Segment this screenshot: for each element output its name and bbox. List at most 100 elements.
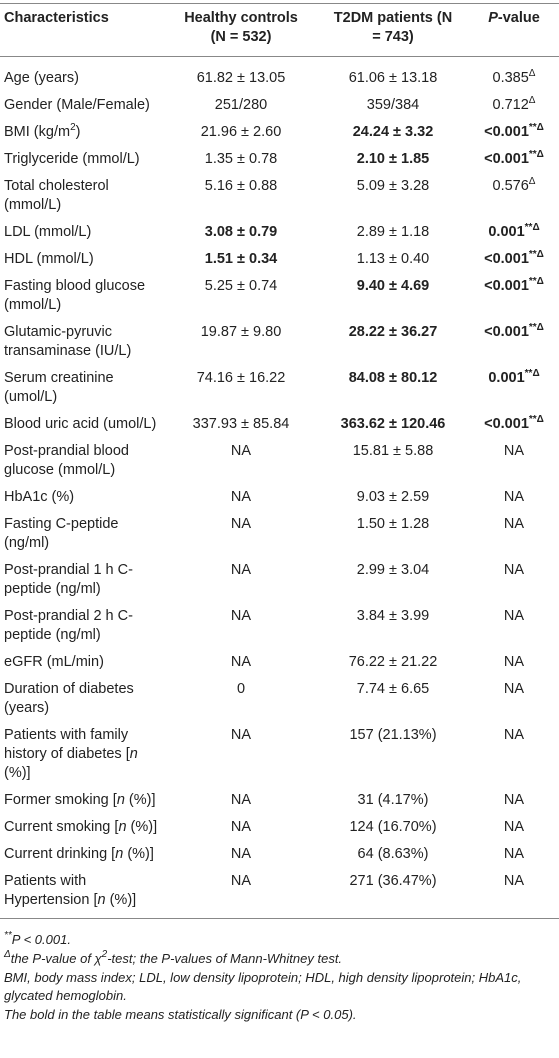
- cell: 31 (4.17%): [357, 792, 429, 808]
- cell: 64 (8.63%): [357, 846, 429, 862]
- text-run: BMI, body mass index; LDL, low density l…: [4, 970, 522, 1003]
- table-row: eGFR (mL/min) NA 76.22 ± 21.22 NA: [0, 649, 559, 676]
- header-cell: Characteristics: [0, 3, 165, 57]
- superscript: **Δ: [524, 222, 540, 233]
- text-run: <0.001: [484, 416, 529, 432]
- cell: 5.25 ± 0.74: [204, 278, 278, 294]
- text-run: (%)]: [105, 892, 137, 908]
- text-run: <0.001: [484, 324, 529, 340]
- cell: NA: [503, 846, 525, 862]
- table-row: Age (years) 61.82 ± 13.05 61.06 ± 13.18 0.3…: [0, 57, 559, 93]
- superscript: Δ: [528, 68, 536, 79]
- text-run: the P-value of χ: [10, 951, 102, 966]
- text-run: The bold in the table means statisticall…: [4, 1007, 357, 1022]
- text-run: 9.40 ± 4.69: [356, 278, 430, 294]
- text-run: 3.08 ± 0.79: [204, 224, 278, 240]
- cell: NA: [503, 792, 525, 808]
- row-label: Fasting blood glucose (mmol/L): [4, 278, 146, 313]
- text-run: BMI (kg/m: [4, 124, 71, 140]
- superscript: Δ: [4, 949, 11, 960]
- cell: 1.35 ± 0.78: [204, 151, 278, 167]
- cell: NA: [230, 608, 252, 624]
- table-row: Current smoking [n (%)] NA 124 (16.70%) NA: [0, 814, 559, 841]
- text-run: <0.001: [484, 151, 529, 167]
- cell: NA: [503, 516, 525, 532]
- header-text: T2DM patients (N = 743): [333, 10, 453, 45]
- table-row: Current drinking [n (%)] NA 64 (8.63%) NA: [0, 841, 559, 868]
- cell: 0: [236, 681, 246, 697]
- text-run: 1.51 ± 0.34: [204, 251, 278, 267]
- cell: NA: [230, 792, 252, 808]
- superscript: **Δ: [528, 122, 544, 133]
- row-label: Gender (Male/Female): [4, 97, 150, 113]
- superscript: Δ: [528, 95, 536, 106]
- table-row: HbA1c (%) NA 9.03 ± 2.59 NA: [0, 484, 559, 511]
- cell: <0.001**Δ: [469, 273, 559, 319]
- row-label: Duration of diabetes (years): [4, 681, 134, 716]
- text-run: (%)]: [123, 846, 154, 862]
- cell: NA: [230, 819, 252, 835]
- table-row: HDL (mmol/L) 1.51 ± 0.34 1.13 ± 0.40 <0.001…: [0, 246, 559, 273]
- text-run: Patients with family history of diabetes…: [4, 727, 130, 762]
- text-run: Current smoking [: [4, 819, 119, 835]
- cell: 0.712Δ: [469, 92, 559, 119]
- table-row: Patients with family history of diabetes…: [0, 722, 559, 787]
- cell: NA: [230, 443, 252, 459]
- table-row: Former smoking [n (%)] NA 31 (4.17%) NA: [0, 787, 559, 814]
- cell: NA: [503, 727, 525, 743]
- superscript: 2: [101, 949, 108, 960]
- cell: NA: [503, 681, 525, 697]
- page: Characteristics Healthy controls (N = 532…: [0, 3, 559, 1058]
- row-label: Serum creatinine (umol/L): [4, 370, 114, 405]
- text-run: 0.001: [488, 370, 525, 386]
- cell: 251/280: [214, 97, 268, 113]
- text-run: 0.385: [492, 70, 529, 86]
- row-label: Blood uric acid (umol/L): [4, 416, 157, 432]
- data-table: Characteristics Healthy controls (N = 532…: [0, 3, 559, 919]
- row-label: Triglyceride (mmol/L): [4, 151, 140, 167]
- table-row: Patients with Hypertension [n (%)] NA 271 …: [0, 868, 559, 919]
- footnotes: **P < 0.001. Δthe P-value of χ2-test; the…: [0, 931, 559, 1024]
- cell: 271 (36.47%): [317, 868, 469, 919]
- cell: NA: [230, 489, 252, 505]
- table-row: Post-prandial 1 h C-peptide (ng/ml) NA 2.9…: [0, 557, 559, 603]
- text-run: 84.08 ± 80.12: [348, 370, 438, 386]
- italic-run: n: [118, 819, 127, 835]
- cell: 3.84 ± 3.99: [356, 608, 430, 624]
- italic-run: n: [115, 846, 124, 862]
- table-row: Blood uric acid (umol/L) 337.93 ± 85.84 36…: [0, 411, 559, 438]
- cell: 5.16 ± 0.88: [204, 178, 278, 194]
- table-row: Post-prandial blood glucose (mmol/L) NA 15…: [0, 438, 559, 484]
- cell: 0.385Δ: [469, 57, 559, 93]
- cell: <0.001**Δ: [469, 319, 559, 365]
- text-run: Current drinking [: [4, 846, 116, 862]
- cell: 76.22 ± 21.22: [348, 654, 438, 670]
- row-label: Patients with family history of diabetes…: [0, 722, 165, 787]
- cell: NA: [230, 654, 252, 670]
- cell: 1.51 ± 0.34: [165, 246, 317, 273]
- cell: 61.82 ± 13.05: [196, 70, 286, 86]
- cell: 19.87 ± 9.80: [200, 324, 282, 340]
- cell: 124 (16.70%): [349, 819, 437, 835]
- text-run: -value: [497, 10, 540, 26]
- table-row: Total cholesterol (mmol/L) 5.16 ± 0.88 5.0…: [0, 173, 559, 219]
- row-label: Fasting C-peptide (ng/ml): [4, 516, 119, 551]
- superscript: **Δ: [528, 414, 544, 425]
- cell: 337.93 ± 85.84: [192, 416, 290, 432]
- text-run: Patients with Hypertension [: [4, 873, 98, 908]
- cell: <0.001**Δ: [469, 146, 559, 173]
- cell: 2.89 ± 1.18: [356, 224, 430, 240]
- header-row: Characteristics Healthy controls (N = 532…: [0, 3, 559, 57]
- header-cell: Healthy controls (N = 532): [165, 3, 317, 57]
- cell: 0.001**Δ: [469, 365, 559, 411]
- superscript: **Δ: [528, 149, 544, 160]
- superscript: **Δ: [528, 249, 544, 260]
- cell: 9.40 ± 4.69: [317, 273, 469, 319]
- cell: 0.001**Δ: [469, 219, 559, 246]
- text-run: (%)]: [124, 792, 156, 808]
- row-label: Age (years): [4, 70, 79, 86]
- table-row: Fasting C-peptide (ng/ml) NA 1.50 ± 1.28 NA: [0, 511, 559, 557]
- superscript: Δ: [528, 176, 536, 187]
- cell: NA: [503, 819, 525, 835]
- cell: NA: [230, 516, 252, 532]
